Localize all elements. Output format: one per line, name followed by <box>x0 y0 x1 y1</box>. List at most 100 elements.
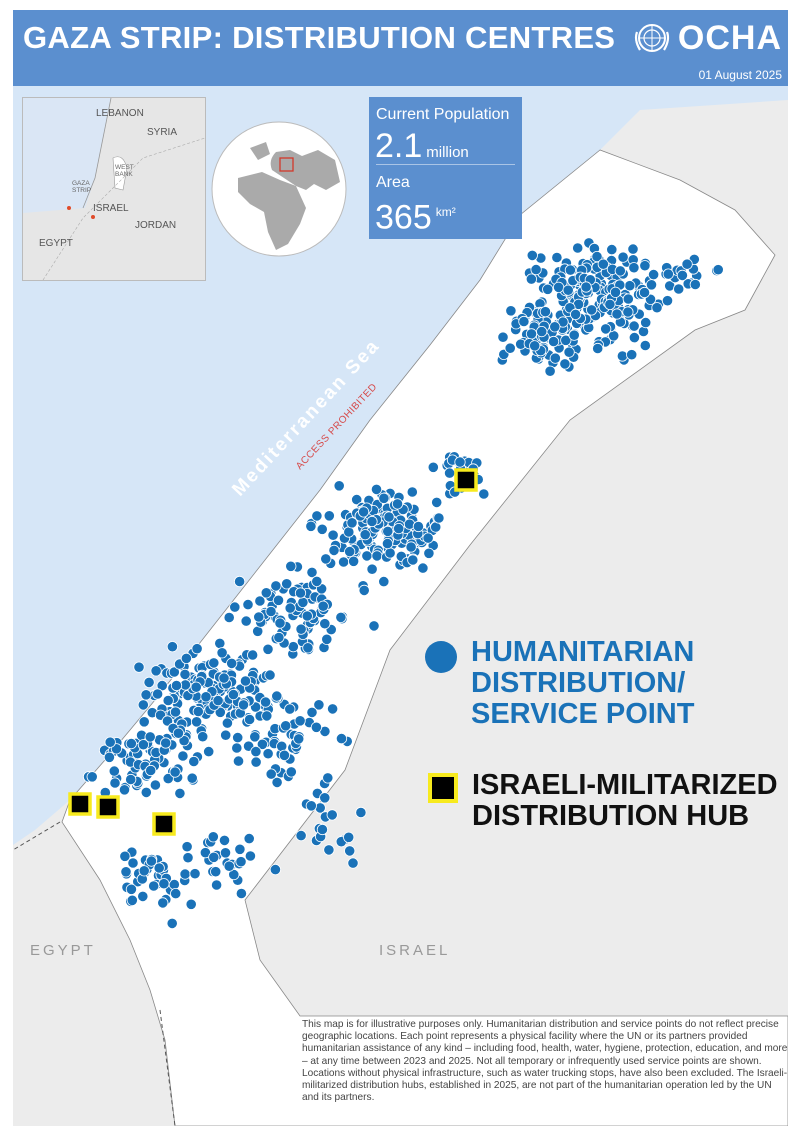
legend-line: ISRAELI-MILITARIZED <box>472 769 778 801</box>
service-point <box>203 745 215 758</box>
publication-date: 01 August 2025 <box>698 68 782 82</box>
service-point <box>580 281 592 293</box>
service-point <box>278 749 290 761</box>
service-point <box>152 688 164 700</box>
service-point <box>285 766 297 778</box>
service-point <box>544 365 556 377</box>
service-point <box>478 488 490 500</box>
service-point <box>343 831 355 843</box>
service-point <box>347 555 360 567</box>
service-point <box>86 771 98 783</box>
service-point <box>162 694 174 707</box>
legend-square-icon <box>428 773 458 803</box>
service-point <box>358 584 370 597</box>
population-value: 2.1 <box>375 127 423 165</box>
service-point <box>294 715 306 727</box>
service-point <box>231 742 243 754</box>
globe-locator <box>211 121 347 257</box>
service-point <box>179 868 191 880</box>
distribution-hub <box>454 468 478 492</box>
service-point <box>529 340 541 352</box>
service-point <box>557 316 569 328</box>
legend-humanitarian: HUMANITARIAN DISTRIBUTION/ SERVICE POINT <box>425 637 694 730</box>
service-point <box>237 699 250 711</box>
service-point <box>232 731 244 744</box>
service-point <box>243 832 255 845</box>
service-point <box>681 258 693 270</box>
service-point <box>103 751 116 763</box>
service-point <box>254 595 266 607</box>
service-point <box>689 278 701 291</box>
stats-box: Current Population 2.1 million Area 365 km… <box>369 97 522 239</box>
service-point <box>326 703 339 715</box>
service-point <box>229 601 241 613</box>
service-point <box>378 492 390 504</box>
service-point <box>306 706 318 719</box>
service-point <box>614 265 626 277</box>
service-point <box>214 637 226 650</box>
service-point <box>270 580 282 592</box>
service-point <box>232 755 245 767</box>
service-point <box>302 642 314 654</box>
service-point <box>250 756 262 768</box>
service-point <box>247 649 259 661</box>
service-point <box>166 917 178 930</box>
service-point <box>262 748 274 760</box>
service-point <box>125 737 137 750</box>
service-point <box>127 857 139 869</box>
service-point <box>568 329 580 341</box>
service-point <box>549 352 561 364</box>
service-point <box>378 575 390 588</box>
area-label: Area <box>376 174 410 191</box>
service-point <box>219 847 232 859</box>
service-point <box>525 328 538 340</box>
service-point <box>153 862 165 874</box>
service-point <box>559 358 571 370</box>
service-point <box>676 269 689 281</box>
service-point <box>293 733 305 745</box>
service-point <box>295 623 307 635</box>
service-point <box>269 863 281 876</box>
service-point <box>157 897 169 909</box>
service-point <box>306 566 318 579</box>
service-point <box>627 243 639 255</box>
service-point <box>178 735 190 747</box>
service-point <box>391 498 404 510</box>
service-point <box>311 575 323 588</box>
service-point <box>526 249 538 261</box>
service-point <box>249 731 261 743</box>
service-point <box>160 737 172 749</box>
service-point <box>366 563 378 575</box>
service-point <box>265 605 277 618</box>
service-point <box>253 611 265 623</box>
service-point <box>168 666 180 678</box>
service-point <box>265 768 277 780</box>
service-point <box>285 560 297 572</box>
service-point <box>454 456 466 468</box>
legend-line: DISTRIBUTION/ <box>471 667 686 699</box>
area-value: 365 <box>375 198 432 237</box>
legend-israeli: ISRAELI-MILITARIZED DISTRIBUTION HUB <box>428 770 778 832</box>
legend-circle-icon <box>425 641 457 673</box>
service-point <box>137 739 149 751</box>
service-point <box>564 264 577 276</box>
service-point <box>216 647 228 659</box>
service-point <box>208 657 220 669</box>
legend-line: SERVICE POINT <box>471 698 695 730</box>
service-point <box>264 669 276 681</box>
service-point <box>323 844 335 856</box>
service-point <box>321 633 333 645</box>
service-point <box>406 486 418 498</box>
service-point <box>169 706 182 718</box>
service-point <box>327 529 339 541</box>
service-point <box>597 258 609 270</box>
service-point <box>272 594 285 606</box>
service-point <box>259 696 272 708</box>
inset-label-lebanon: LEBANON <box>96 108 144 119</box>
service-point <box>712 264 724 276</box>
service-point <box>371 550 383 562</box>
service-point <box>226 657 238 670</box>
legend-humanitarian-text: HUMANITARIAN DISTRIBUTION/ SERVICE POINT <box>471 637 694 730</box>
service-point <box>149 779 161 791</box>
inset-label-egypt: EGYPT <box>39 238 73 249</box>
